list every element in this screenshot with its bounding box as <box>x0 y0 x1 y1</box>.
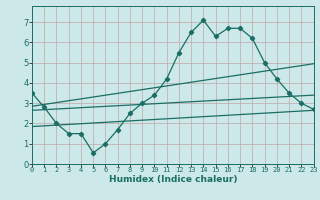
X-axis label: Humidex (Indice chaleur): Humidex (Indice chaleur) <box>108 175 237 184</box>
